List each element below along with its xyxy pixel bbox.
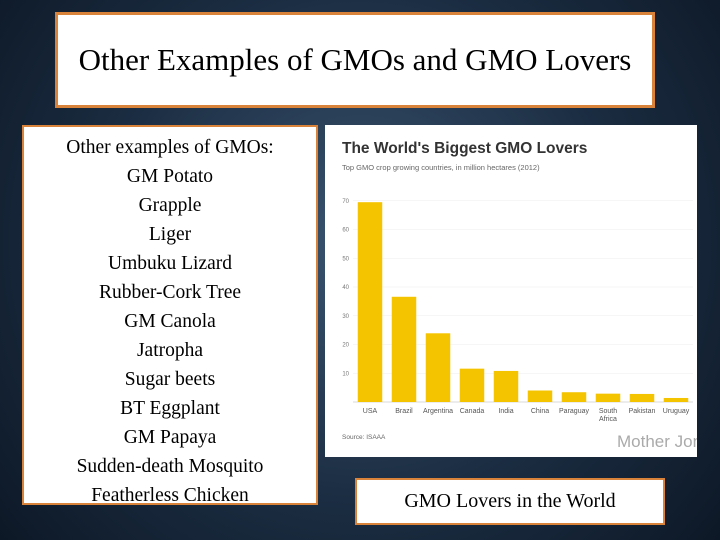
list-heading: Other examples of GMOs: bbox=[66, 137, 274, 158]
x-tick-label: Uruguay bbox=[662, 408, 690, 415]
x-tick-label: Canada bbox=[459, 408, 485, 415]
list-item: BT Eggplant bbox=[120, 398, 220, 419]
bar bbox=[595, 393, 621, 402]
y-tick-label: 50 bbox=[342, 256, 349, 262]
y-tick-label: 70 bbox=[342, 199, 349, 205]
bar bbox=[527, 390, 553, 402]
list-item: Rubber-Cork Tree bbox=[98, 282, 242, 303]
slide-title: Other Examples of GMOs and GMO Lovers bbox=[55, 12, 655, 108]
x-tick-label: Brazil bbox=[395, 408, 413, 415]
list-item: Grapple bbox=[138, 195, 202, 216]
list-item: Sugar beets bbox=[124, 369, 216, 390]
list-item: Sudden-death Mosquito bbox=[76, 456, 264, 477]
chart-title: The World's Biggest GMO Lovers bbox=[342, 140, 587, 157]
list-item: Liger bbox=[148, 224, 192, 245]
y-tick-label: 40 bbox=[342, 285, 349, 291]
y-tick-label: 20 bbox=[342, 343, 349, 349]
bar bbox=[357, 202, 383, 402]
bar bbox=[425, 333, 451, 402]
chart-image: The World's Biggest GMO Lovers Top GMO c… bbox=[325, 125, 697, 457]
x-tick-label: India bbox=[498, 408, 514, 415]
bar bbox=[391, 296, 417, 402]
list-item: GM Potato bbox=[126, 166, 214, 187]
x-tick-label: Argentina bbox=[423, 408, 453, 415]
y-tick-label: 10 bbox=[342, 371, 349, 377]
bar bbox=[459, 368, 485, 402]
chart-subtitle: Top GMO crop growing countries, in milli… bbox=[342, 163, 540, 172]
chart-source: Source: ISAAA bbox=[342, 434, 386, 441]
list-item: Umbuku Lizard bbox=[107, 253, 232, 274]
bar bbox=[663, 397, 689, 402]
x-tick-label: South Africa bbox=[598, 408, 618, 423]
caption-text: GMO Lovers in the World bbox=[404, 490, 616, 512]
list-item: GM Papaya bbox=[123, 427, 217, 448]
title-text: Other Examples of GMOs and GMO Lovers bbox=[78, 42, 632, 77]
bar bbox=[561, 392, 587, 402]
y-tick-label: 60 bbox=[342, 228, 349, 234]
caption: GMO Lovers in the World bbox=[355, 478, 665, 525]
x-tick-label: China bbox=[530, 408, 550, 415]
chart: The World's Biggest GMO Lovers Top GMO c… bbox=[342, 140, 697, 451]
list-item: Featherless Chicken bbox=[91, 485, 249, 506]
y-tick-label: 30 bbox=[342, 314, 349, 320]
gmo-list: Other examples of GMOs: GM Potato Grapple… bbox=[22, 125, 318, 506]
x-tick-label: Pakistan bbox=[628, 408, 656, 415]
bar bbox=[629, 393, 655, 402]
x-tick-label: Paraguay bbox=[559, 408, 589, 415]
list-item: GM Canola bbox=[124, 311, 216, 332]
x-tick-label: USA bbox=[362, 408, 378, 415]
list-item: Jatropha bbox=[136, 340, 204, 361]
brand: Mother Jones bbox=[617, 432, 697, 451]
bar bbox=[493, 370, 519, 402]
